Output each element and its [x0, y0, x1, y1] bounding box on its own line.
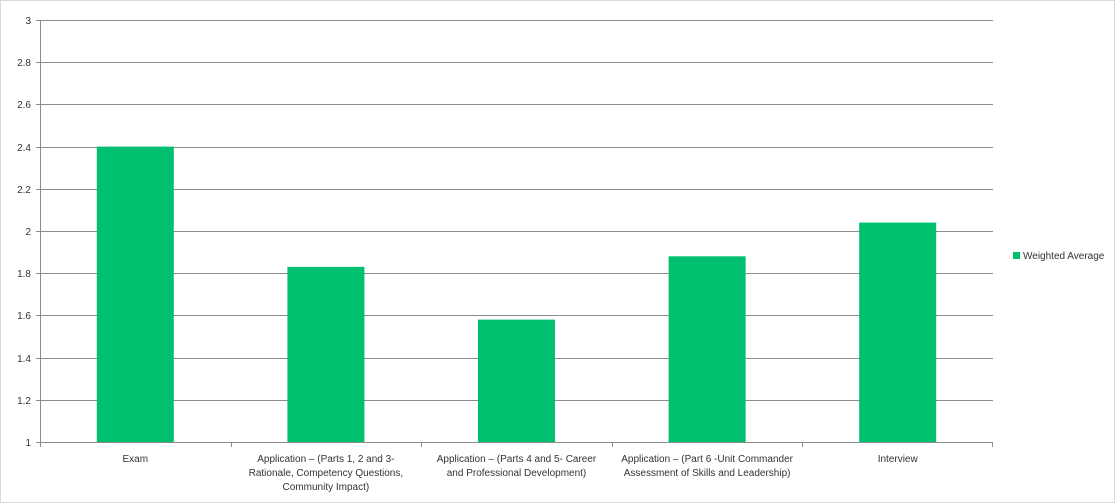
y-tick-labels: 1 1.2 1.4 1.6 1.8 2 2.2 2.4 2.6 2.8 3 [17, 16, 31, 449]
y-tick-label: 1.4 [17, 354, 31, 365]
x-category-label-line: Application – (Parts 4 and 5- Career [437, 454, 597, 465]
x-category-label-line: Application – (Parts 1, 2 and 3- [257, 454, 394, 465]
x-category-label: Application – (Part 6 -Unit Commander Ass… [621, 454, 793, 479]
bar-3 [478, 319, 555, 442]
bar-4 [668, 256, 746, 442]
y-tick-label: 1.8 [17, 269, 31, 280]
bar-5 [859, 222, 937, 442]
bar-2 [287, 266, 365, 442]
y-tick-label: 2 [25, 227, 31, 238]
x-category-label-line: Application – (Part 6 -Unit Commander [621, 454, 793, 465]
x-category-label-line: Exam [123, 454, 149, 465]
y-tick-label: 1 [25, 438, 31, 449]
y-tick-label: 3 [25, 16, 31, 27]
y-tick-label: 2.8 [17, 58, 31, 69]
x-category-label-line: Interview [878, 454, 919, 465]
y-tick-label: 1.6 [17, 311, 31, 322]
x-category-label: Interview [878, 454, 919, 465]
legend-swatch [1013, 252, 1020, 259]
gridlines [36, 20, 993, 443]
y-tick-label: 2.2 [17, 185, 31, 196]
x-category-label-line: Community Impact) [283, 482, 370, 493]
legend: Weighted Average [1013, 251, 1105, 262]
y-tick-label: 2.6 [17, 100, 31, 111]
y-tick-label: 1.2 [17, 396, 31, 407]
x-category-label: Application – (Parts 1, 2 and 3- Rational… [249, 454, 404, 493]
axes [40, 20, 993, 447]
legend-label: Weighted Average [1023, 251, 1105, 262]
x-category-label: Exam [123, 454, 149, 465]
y-tick-label: 2.4 [17, 143, 31, 154]
x-category-label: Application – (Parts 4 and 5- Career and … [437, 454, 597, 479]
bar-1 [96, 146, 174, 442]
x-category-label-line: and Professional Development) [447, 468, 587, 479]
x-category-labels: Exam Application – (Parts 1, 2 and 3- Rati… [123, 454, 919, 493]
bars [96, 146, 937, 442]
x-category-label-line: Assessment of Skills and Leadership) [624, 468, 791, 479]
x-category-label-line: Rationale, Competency Questions, [249, 468, 404, 479]
